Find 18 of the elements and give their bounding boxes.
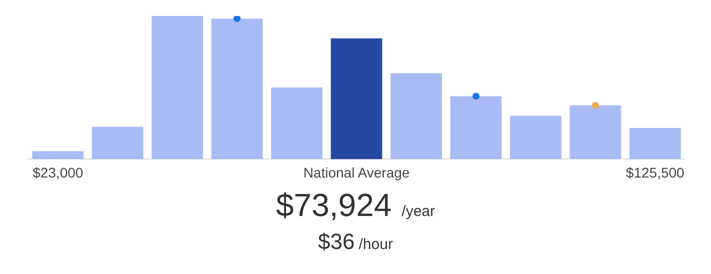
bar [92,126,144,160]
text: $36 [318,229,355,254]
text: /hour [358,236,393,253]
bar [152,16,203,160]
bar [629,128,681,160]
bar [390,73,442,160]
x-tick-label: $23,000 [32,164,84,180]
x-tick-label: $125,500 [626,164,685,180]
text: /year [402,203,436,220]
bar [32,151,84,160]
bar [510,116,562,160]
bar [450,96,502,160]
bar [330,38,382,160]
bar [271,87,322,160]
x-tick-label: National Average [303,164,410,180]
bar [570,105,622,160]
bar [211,18,263,160]
text: $73,924 [276,187,392,223]
